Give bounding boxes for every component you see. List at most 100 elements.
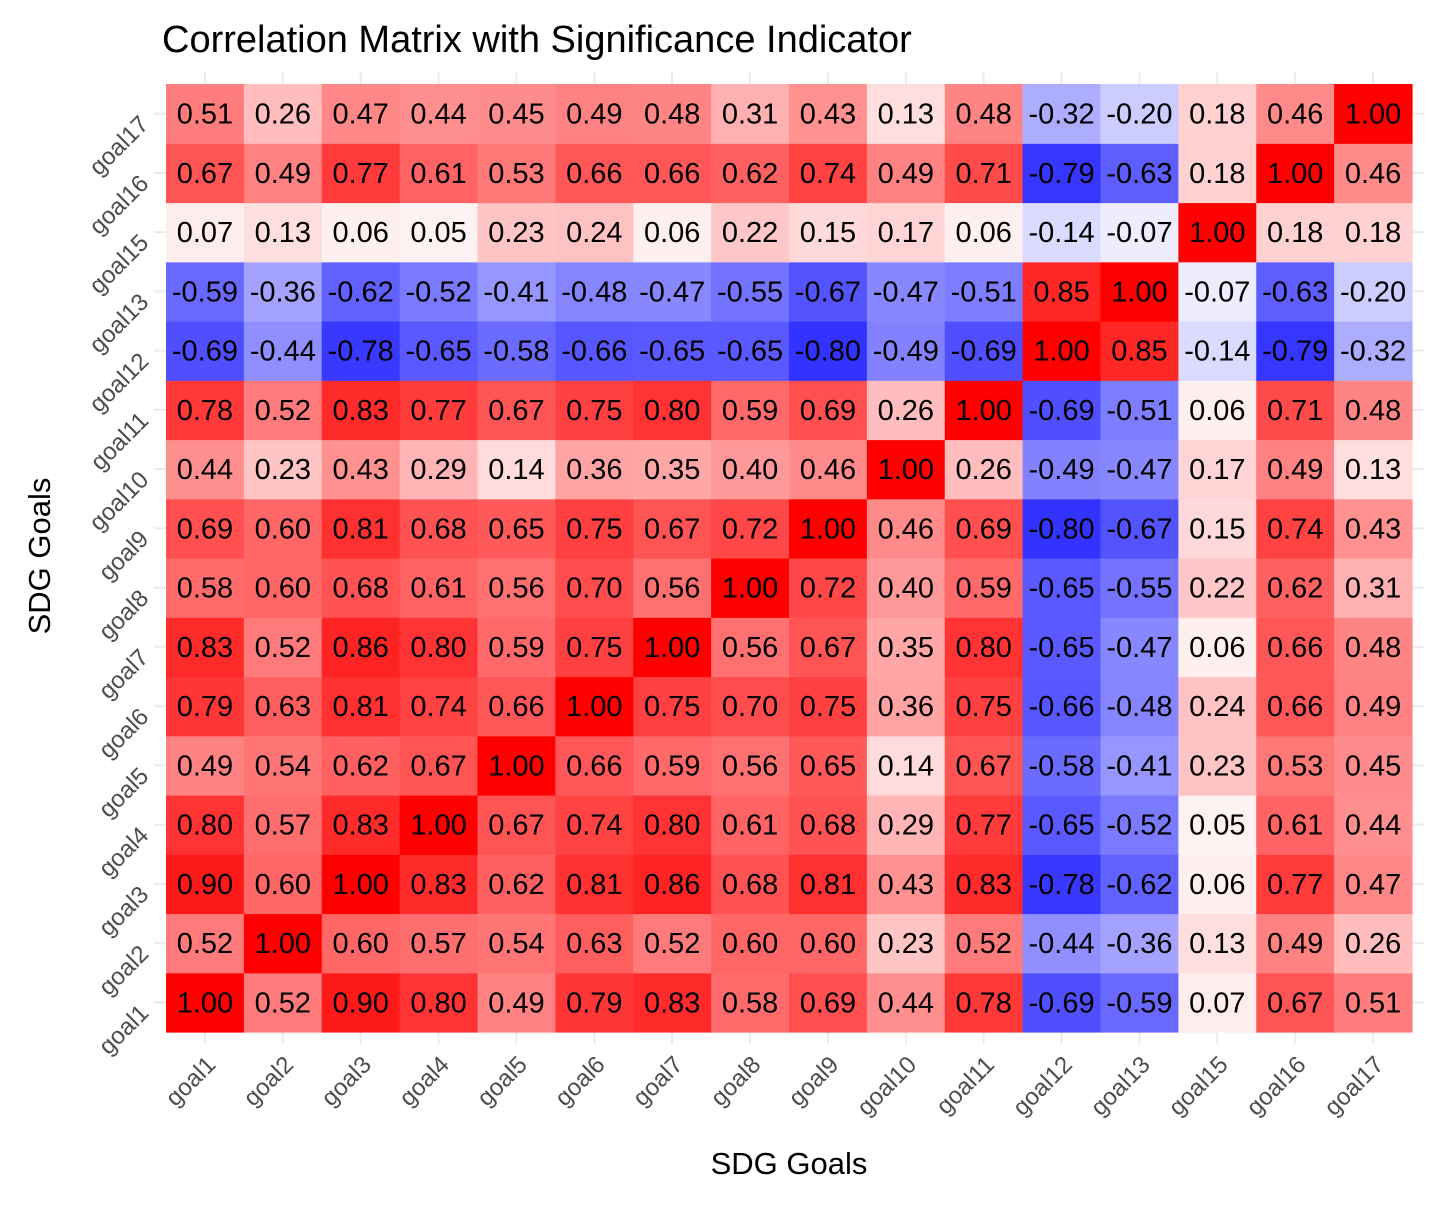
cell-value-label: 0.83: [332, 810, 388, 842]
heatmap-cell: [944, 617, 1024, 678]
heatmap-cell: [1100, 735, 1179, 796]
cell-value-label: -0.65: [406, 336, 472, 368]
cell-value-label: -0.58: [1029, 750, 1095, 782]
y-tick-label: goal15: [84, 229, 154, 299]
heatmap-cell: [243, 143, 323, 204]
heatmap-cell: [633, 795, 712, 855]
heatmap-cell: [243, 617, 323, 678]
cell-value-label: 1.00: [1267, 158, 1323, 190]
heatmap-cell: [166, 676, 245, 737]
cell-value-label: 0.45: [488, 99, 544, 131]
heatmap-cell: [633, 854, 712, 915]
cell-value-label: 1.00: [722, 573, 778, 605]
cell-value-label: 0.59: [644, 750, 700, 782]
cell-value-label: 0.52: [644, 928, 700, 960]
heatmap-cell: [1256, 380, 1335, 441]
cell-value-label: -0.65: [1029, 632, 1095, 664]
heatmap-cell: [866, 913, 946, 974]
heatmap-cell: [1256, 617, 1335, 678]
heatmap-cell: [866, 439, 946, 500]
cell-value-label: 0.75: [566, 632, 622, 664]
cell-value-label: 0.77: [410, 395, 466, 427]
heatmap-cell: [1100, 498, 1179, 559]
x-tick-label: goal13: [1086, 1051, 1156, 1121]
heatmap-cell: [243, 972, 323, 1033]
heatmap-cell: [789, 735, 868, 796]
heatmap-cell: [1100, 972, 1179, 1033]
cell-value-label: -0.49: [1029, 454, 1095, 486]
heatmap-cell: [166, 498, 245, 559]
heatmap-cell: [633, 972, 712, 1033]
cell-value-label: 0.60: [255, 573, 311, 605]
heatmap-cell: [1334, 972, 1413, 1033]
cell-value-label: 0.06: [332, 217, 388, 249]
cell-value-label: 0.61: [410, 573, 466, 605]
cell-value-label: -0.32: [1340, 336, 1406, 368]
heatmap-cell: [1022, 321, 1102, 381]
heatmap-cell: [866, 143, 946, 204]
heatmap-cell: [1256, 676, 1335, 737]
cell-value-label: 0.49: [255, 158, 311, 190]
cell-value-label: 0.66: [488, 691, 544, 723]
heatmap-cell: [711, 498, 790, 559]
cell-value-label: 0.49: [1267, 928, 1323, 960]
cell-value-label: -0.07: [1106, 217, 1172, 249]
cell-value-label: 1.00: [644, 632, 700, 664]
heatmap-cell: [633, 380, 712, 441]
heatmap-cell: [1334, 202, 1413, 263]
cell-value-label: 0.31: [722, 99, 778, 131]
cell-value-label: 0.23: [878, 928, 934, 960]
cell-value-label: 0.80: [955, 632, 1011, 664]
cell-value-label: 0.70: [566, 573, 622, 605]
cell-value-label: 0.15: [1189, 513, 1245, 545]
cell-value-label: 0.68: [722, 869, 778, 901]
cell-value-label: 0.56: [644, 573, 700, 605]
cell-value-label: -0.32: [1029, 99, 1095, 131]
cell-value-label: 0.61: [410, 158, 466, 190]
cell-value-label: 0.07: [177, 217, 233, 249]
heatmap-cell: [1022, 261, 1102, 322]
cell-value-label: 0.79: [566, 987, 622, 1019]
cell-value-label: -0.44: [250, 336, 316, 368]
x-tick-label: goal11: [931, 1051, 1000, 1120]
cell-value-label: 0.23: [1189, 750, 1245, 782]
cell-value-label: 0.83: [177, 632, 233, 664]
heatmap-cell: [711, 735, 790, 796]
cell-value-label: 0.23: [255, 454, 311, 486]
cell-value-label: 0.77: [332, 158, 388, 190]
x-tick-label: goal9: [784, 1051, 845, 1112]
heatmap-cell: [944, 261, 1024, 322]
heatmap-cell: [711, 261, 790, 322]
cell-value-label: 0.68: [410, 513, 466, 545]
heatmap-cell: [944, 735, 1024, 796]
heatmap-cell: [1022, 617, 1102, 678]
heatmap-cell: [477, 202, 556, 263]
heatmap-cell: [711, 558, 790, 618]
heatmap-cells: [166, 84, 1413, 1033]
heatmap-cell: [1178, 617, 1257, 678]
heatmap-cell: [1100, 261, 1179, 322]
heatmap-cell: [789, 795, 868, 855]
heatmap-cell: [243, 735, 323, 796]
heatmap-cell: [866, 617, 946, 678]
heatmap-cell: [321, 84, 401, 144]
cell-value-label: 0.29: [410, 454, 466, 486]
heatmap-cell: [555, 84, 634, 144]
heatmap-cell: [1334, 676, 1413, 737]
heatmap-cell: [243, 854, 323, 915]
y-tick-label: goal2: [94, 940, 155, 1001]
cell-value-label: 1.00: [1111, 276, 1167, 308]
cell-value-label: 0.52: [255, 632, 311, 664]
cell-value-label: 0.52: [255, 395, 311, 427]
cell-value-label: 0.18: [1345, 217, 1401, 249]
cell-value-label: 0.44: [1345, 810, 1401, 842]
x-tick-label: goal15: [1163, 1051, 1233, 1121]
heatmap-cell: [633, 913, 712, 974]
heatmap-cell: [555, 735, 634, 796]
cell-value-labels: 1.00 0.52 0.90 0.80 0.49 0.79 0.83 0.58 0.69 0.44…: [172, 99, 1406, 1020]
cell-value-label: 0.74: [566, 810, 622, 842]
x-tick-label: goal6: [550, 1051, 611, 1112]
heatmap-cell: [1022, 143, 1102, 204]
heatmap-cell: [243, 261, 323, 322]
heatmap-cell: [1022, 795, 1102, 855]
